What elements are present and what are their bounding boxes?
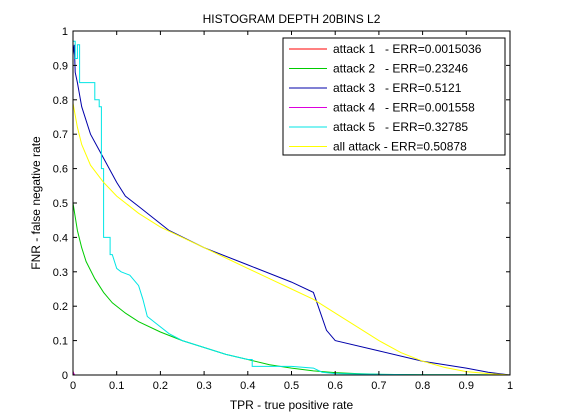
y-tick-label: 0.3 — [53, 267, 68, 279]
y-tick-label: 0.6 — [53, 164, 68, 176]
x-tick-label: 0.6 — [328, 380, 343, 392]
legend-label-4: attack 4 - ERR=0.001558 — [333, 101, 475, 115]
x-tick-label: 0.9 — [459, 380, 474, 392]
series-line-3 — [72, 44, 511, 376]
y-tick-label: 0.9 — [53, 60, 68, 72]
x-tick-label: 0.8 — [415, 380, 430, 392]
chart-title: HISTOGRAM DEPTH 20BINS L2 — [203, 12, 381, 26]
legend-label-1: attack 1 - ERR=0.0015036 — [333, 42, 482, 56]
legend-label-3: attack 3 - ERR=0.5121 — [333, 81, 462, 95]
x-tick-label: 0.5 — [284, 380, 299, 392]
y-tick-label: 0.1 — [53, 336, 68, 348]
y-tick-label: 1 — [62, 26, 68, 38]
y-tick-label: 0.5 — [53, 198, 68, 210]
y-axis-label: FNR - false negative rate — [29, 136, 43, 270]
legend-label-6: all attack - ERR=0.50878 — [333, 140, 467, 154]
series-line-6 — [72, 103, 511, 376]
y-tick-label: 0 — [62, 370, 68, 382]
x-tick-label: 1 — [507, 380, 513, 392]
x-axis-label: TPR - true positive rate — [230, 398, 354, 412]
x-tick-label: 0.2 — [153, 380, 168, 392]
x-tick-label: 0.4 — [240, 380, 255, 392]
x-tick-label: 0.3 — [196, 380, 211, 392]
x-tick-label: 0.7 — [371, 380, 386, 392]
y-tick-label: 0.7 — [53, 129, 68, 141]
legend-label-2: attack 2 - ERR=0.23246 — [333, 62, 468, 76]
y-tick-label: 0.2 — [53, 301, 68, 313]
legend-label-5: attack 5 - ERR=0.32785 — [333, 120, 468, 134]
legend-box — [282, 37, 506, 156]
tick-layer: 0 0.1 0.2 0.3 0.4 0.5 0.6 0.7 0.8 0.9 1 0 0.1 0.2 0.3 0… — [53, 26, 513, 392]
x-tick-label: 0 — [70, 380, 76, 392]
y-tick-label: 0.4 — [53, 232, 68, 244]
x-tick-label: 0.1 — [109, 380, 124, 392]
series-line-5 — [73, 40, 511, 376]
y-tick-label: 0.8 — [53, 95, 68, 107]
legend: attack 1 - ERR=0.0015036 attack 2 - ERR=0… — [282, 37, 506, 156]
